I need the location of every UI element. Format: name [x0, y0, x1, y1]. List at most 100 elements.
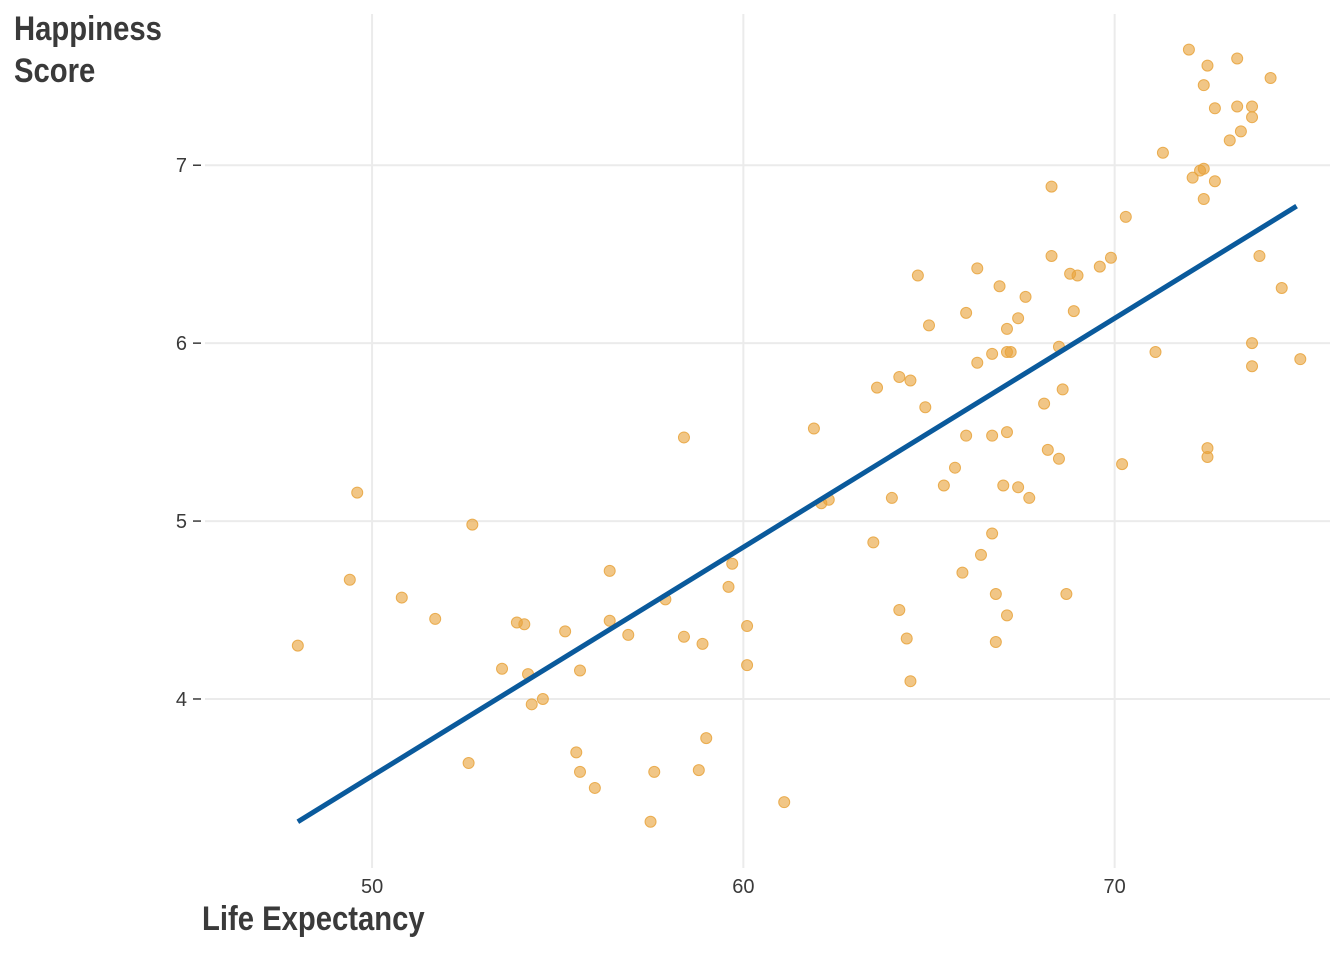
- data-point: [1093, 260, 1106, 273]
- data-point: [1156, 146, 1169, 159]
- data-point: [960, 429, 973, 442]
- data-point: [570, 746, 583, 759]
- data-point: [1253, 249, 1266, 262]
- data-point: [1149, 346, 1162, 359]
- data-point: [1186, 171, 1199, 184]
- y-tick-label: 5: [176, 511, 187, 533]
- data-point: [1234, 125, 1247, 138]
- data-point: [1294, 353, 1307, 366]
- data-point: [893, 604, 906, 617]
- x-tick-label: 70: [1104, 876, 1126, 898]
- data-point: [1004, 346, 1017, 359]
- y-axis-title: Happiness Score: [14, 8, 162, 92]
- data-point: [1264, 72, 1277, 85]
- data-point: [343, 573, 356, 586]
- data-point: [986, 429, 999, 442]
- axis-ticks: 50 60 70 4 5 6 7: [176, 155, 1126, 898]
- data-point: [1045, 180, 1058, 193]
- data-point: [919, 401, 932, 414]
- data-point: [1246, 111, 1259, 124]
- data-point: [971, 356, 984, 369]
- data-point: [900, 632, 913, 645]
- data-point: [923, 319, 936, 332]
- data-point: [648, 765, 661, 778]
- data-point: [1056, 383, 1069, 396]
- data-point: [1197, 162, 1210, 175]
- data-point: [1201, 451, 1214, 464]
- data-point: [588, 781, 601, 794]
- data-point: [692, 764, 705, 777]
- data-point: [603, 564, 616, 577]
- data-point: [974, 548, 987, 561]
- x-tick-label: 60: [732, 876, 754, 898]
- data-point: [960, 306, 973, 319]
- data-point: [1246, 100, 1259, 113]
- data-point: [741, 620, 754, 633]
- data-point: [1052, 452, 1065, 465]
- data-point: [949, 461, 961, 474]
- data-point: [559, 625, 572, 638]
- data-point: [1246, 360, 1259, 373]
- data-point: [867, 536, 880, 549]
- data-point: [574, 765, 586, 778]
- y-tick-label: 4: [176, 689, 187, 711]
- data-point: [1038, 397, 1051, 410]
- data-point: [726, 557, 739, 570]
- data-point: [700, 732, 713, 745]
- data-point: [1197, 193, 1210, 206]
- data-point: [1041, 443, 1054, 456]
- data-point: [351, 486, 364, 499]
- data-point: [885, 491, 898, 504]
- data-point: [1246, 337, 1259, 350]
- data-point: [496, 662, 509, 675]
- data-point: [1231, 52, 1244, 65]
- data-point: [1104, 251, 1117, 264]
- data-point: [1208, 175, 1221, 188]
- data-point: [807, 422, 820, 435]
- data-point: [911, 269, 924, 282]
- data-point: [971, 262, 984, 275]
- data-point: [536, 692, 549, 705]
- data-point: [291, 639, 304, 652]
- data-point: [986, 347, 999, 360]
- data-point: [1208, 102, 1221, 115]
- data-point: [462, 757, 475, 770]
- data-point: [1116, 458, 1129, 471]
- data-point: [466, 518, 479, 531]
- y-axis-title-line2: Score: [14, 52, 96, 90]
- y-tick-label: 7: [176, 155, 187, 177]
- x-axis-title: Life Expectancy: [202, 900, 425, 938]
- data-point: [525, 698, 538, 711]
- data-point: [603, 614, 616, 627]
- data-point: [1019, 290, 1032, 303]
- data-point: [937, 479, 950, 492]
- data-point: [997, 479, 1010, 492]
- data-point: [1119, 210, 1132, 223]
- data-point: [1231, 100, 1244, 113]
- data-point: [429, 612, 442, 625]
- x-tick-label: 50: [361, 876, 383, 898]
- data-point: [1201, 59, 1214, 72]
- data-point: [1067, 305, 1080, 318]
- data-point: [1045, 249, 1058, 262]
- data-point: [871, 381, 884, 394]
- data-point: [518, 618, 531, 631]
- data-point: [1223, 134, 1236, 147]
- data-point: [993, 280, 1006, 293]
- data-point: [778, 796, 791, 809]
- data-point: [1060, 588, 1073, 601]
- data-point: [696, 637, 709, 650]
- scatter-points: [291, 43, 1307, 828]
- data-point: [1000, 609, 1013, 622]
- data-point: [893, 370, 906, 383]
- data-point: [1275, 281, 1288, 294]
- data-point: [1000, 322, 1013, 335]
- trend-line-layer: [296, 204, 1298, 824]
- data-point: [644, 815, 657, 828]
- data-point: [722, 580, 735, 593]
- grid-lines: [205, 14, 1330, 868]
- data-point: [1023, 491, 1036, 504]
- data-point: [904, 374, 917, 387]
- data-point: [904, 675, 917, 688]
